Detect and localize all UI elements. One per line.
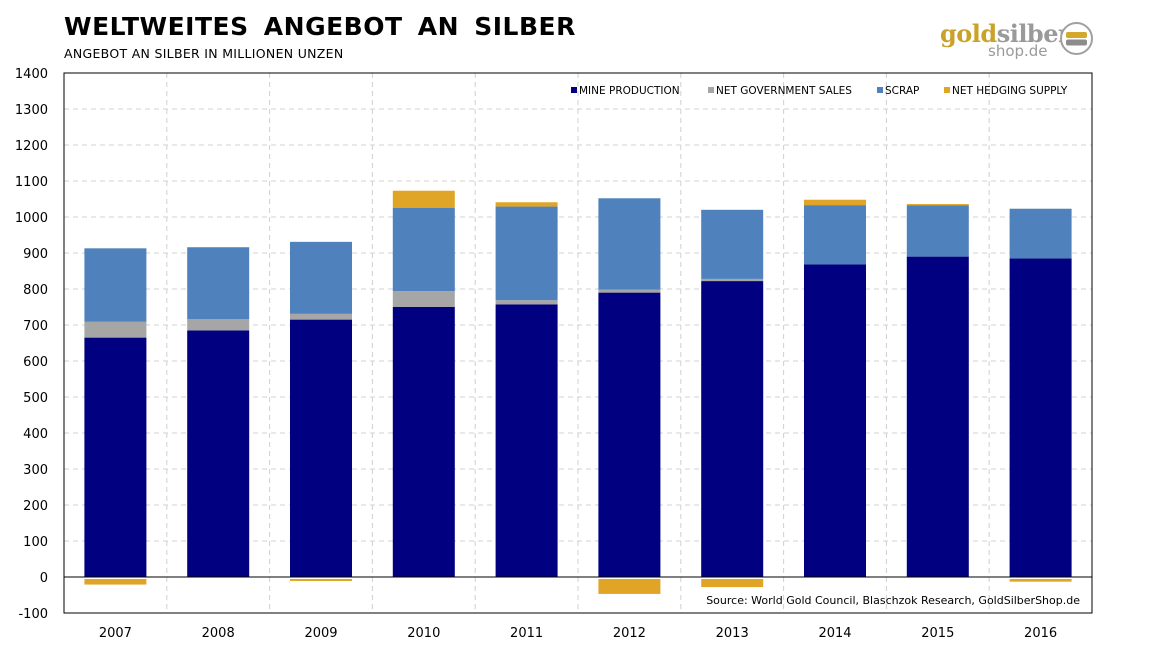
y-tick-label: 0 [40, 571, 48, 586]
legend-swatch [571, 87, 577, 93]
bar-segment [84, 248, 147, 322]
bar-segment [495, 202, 558, 207]
legend-label: NET HEDGING SUPPLY [952, 85, 1068, 97]
x-tick-label: 2008 [202, 626, 235, 641]
bar-segment [1009, 258, 1072, 577]
x-tick-label: 2012 [613, 626, 646, 641]
bar-segment [804, 199, 866, 206]
logo-silber-text: silber [996, 19, 1071, 48]
bar-segment [701, 278, 764, 282]
logo-gold-text: gold [940, 19, 997, 48]
y-tick-label: 1000 [15, 211, 48, 226]
bar-segment [598, 292, 661, 577]
bar-segment [187, 247, 250, 320]
bar-segment [701, 209, 764, 279]
coin-icon [1060, 22, 1093, 55]
x-tick-label: 2016 [1024, 626, 1057, 641]
bar-segment [701, 281, 764, 577]
bar-segment [906, 205, 969, 257]
bar-segment [495, 300, 558, 305]
logo-shop-text: shop.de [988, 42, 1048, 60]
bar-segment [1009, 579, 1072, 582]
y-tick-label: -100 [18, 607, 48, 622]
legend-swatch [944, 87, 950, 93]
y-tick-label: 700 [23, 319, 48, 334]
legend-label: NET GOVERNMENT SALES [716, 85, 852, 97]
y-tick-label: 1100 [15, 175, 48, 190]
y-tick-label: 1300 [15, 103, 48, 118]
axes: -100 0 100 200 300 400 500 600 700 800 900 1000 1100… [15, 67, 1093, 641]
bar-segment [392, 208, 455, 292]
bar-segment [84, 337, 147, 577]
bar-segment [906, 256, 969, 577]
bar-segment [187, 330, 250, 577]
bar-segment [1009, 208, 1072, 259]
y-tick-label: 400 [23, 427, 48, 442]
bar-segment [290, 313, 352, 320]
x-tick-label: 2009 [304, 626, 337, 641]
legend: MINE PRODUCTION NET GOVERNMENT SALES SCRAP… [571, 85, 1068, 97]
bar-segment [392, 190, 455, 208]
chart-subtitle: ANGEBOT AN SILBER IN MILLIONEN UNZEN [64, 46, 344, 61]
bar-segment [290, 579, 352, 581]
x-tick-label: 2011 [510, 626, 543, 641]
bar-segment [392, 291, 455, 307]
bar-segment [804, 205, 866, 265]
x-tick-label: 2013 [716, 626, 749, 641]
source-note: Source: World Gold Council, Blaschzok Re… [706, 594, 1080, 607]
bar-segment [495, 304, 558, 577]
legend-swatch [708, 87, 714, 93]
legend-swatch [877, 87, 883, 93]
bar-segment [906, 204, 969, 206]
chart-title: WELTWEITES ANGEBOT AN SILBER [64, 12, 576, 41]
x-tick-label: 2007 [99, 626, 132, 641]
y-tick-label: 1200 [15, 139, 48, 154]
bar-segment [598, 579, 661, 594]
y-tick-label: 200 [23, 499, 48, 514]
legend-label: MINE PRODUCTION [579, 85, 680, 97]
bar-segment [290, 319, 352, 577]
bar-segment [392, 307, 455, 577]
plot-frame [63, 72, 1093, 614]
bar-segment [598, 198, 661, 290]
bars [84, 190, 1072, 594]
x-tick-label: 2014 [818, 626, 851, 641]
y-tick-label: 900 [23, 247, 48, 262]
bar-segment [84, 579, 147, 585]
bar-segment [804, 264, 866, 577]
bar-segment [495, 206, 558, 301]
logo-wordmark: goldsilber [940, 19, 1071, 48]
y-tick-label: 500 [23, 391, 48, 406]
y-tick-label: 100 [23, 535, 48, 550]
x-tick-label: 2015 [921, 626, 954, 641]
bar-segment [290, 241, 352, 314]
bar-segment [598, 289, 661, 293]
y-tick-label: 1400 [15, 67, 48, 82]
y-tick-label: 600 [23, 355, 48, 370]
bar-segment [701, 579, 764, 588]
legend-label: SCRAP [885, 85, 919, 97]
bar-segment [84, 321, 147, 338]
goldsilbershop-logo: goldsilber shop.de [938, 18, 1098, 62]
y-tick-label: 800 [23, 283, 48, 298]
bar-segment [187, 319, 250, 331]
x-tick-label: 2010 [407, 626, 440, 641]
y-tick-label: 300 [23, 463, 48, 478]
